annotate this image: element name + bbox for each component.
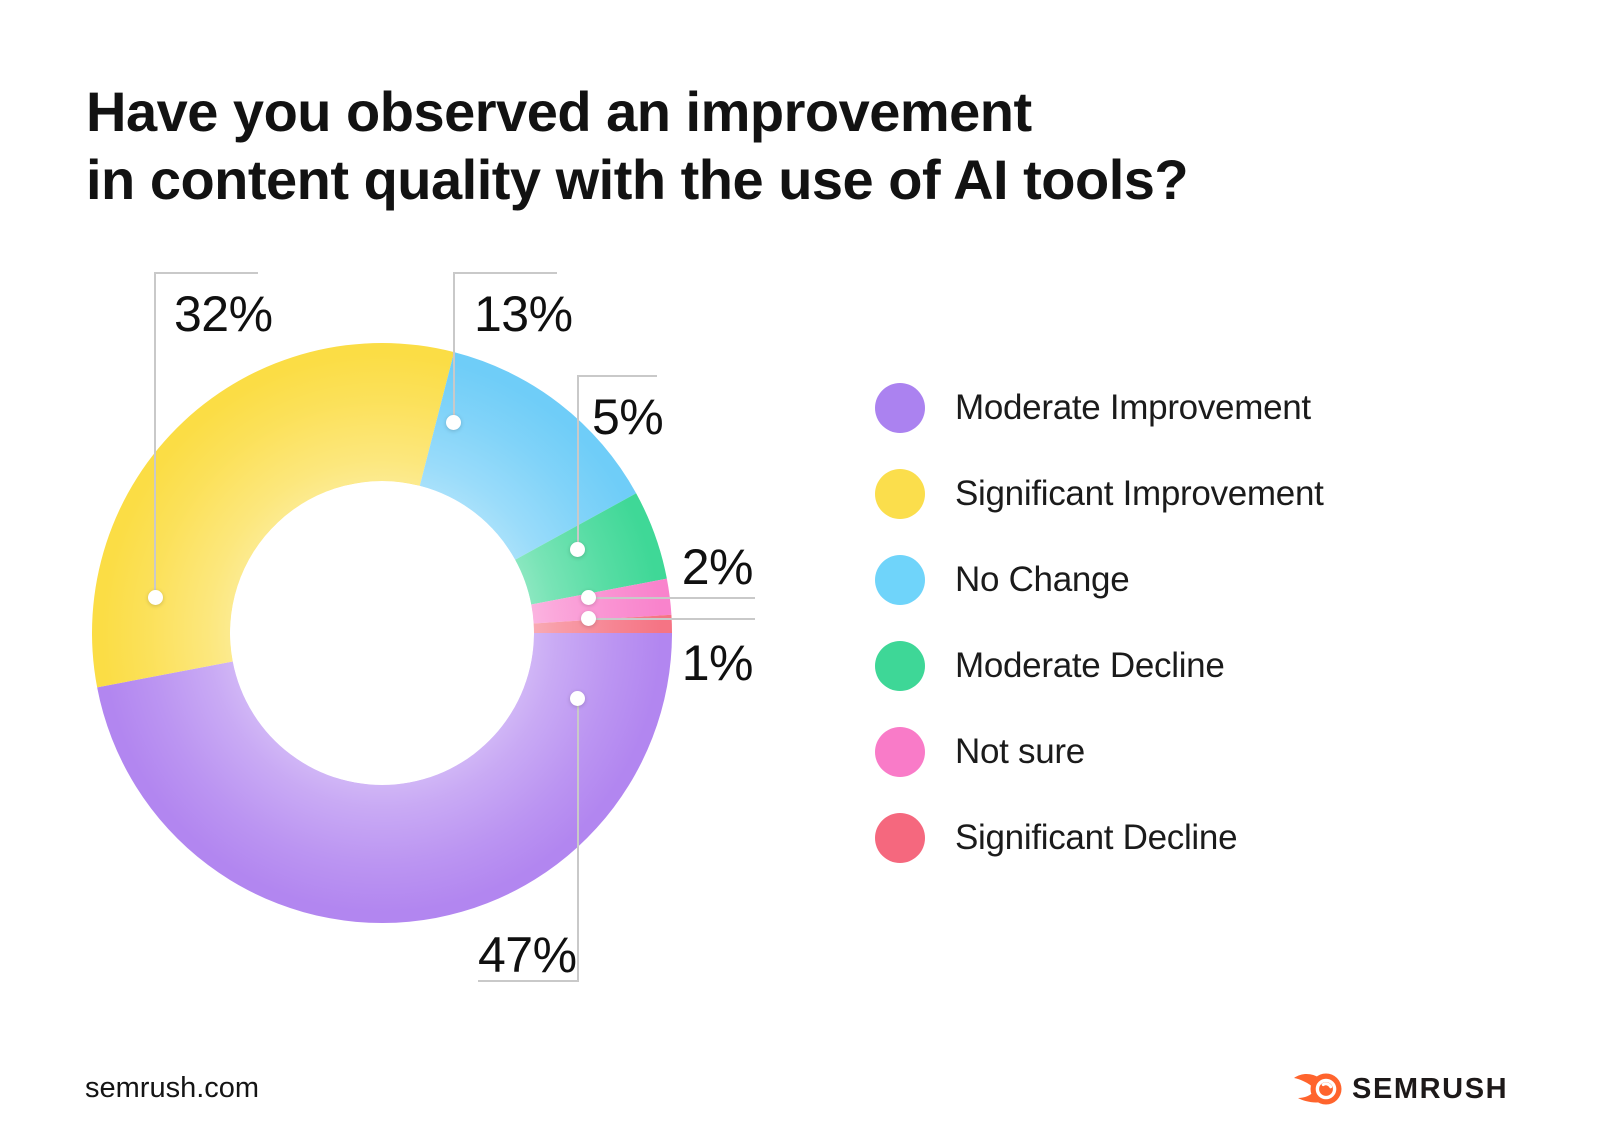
page-title: Have you observed an improvement in cont… — [86, 78, 1189, 214]
callout-line-47 — [577, 699, 579, 982]
legend-swatch-significant-decline — [875, 813, 925, 863]
legend-label: No Change — [955, 560, 1130, 599]
callout-line-13-cap — [453, 272, 557, 274]
pct-label-significant-improvement: 32% — [174, 286, 273, 342]
pct-label-moderate-decline: 5% — [592, 389, 664, 445]
callout-line-2 — [589, 597, 755, 599]
legend-swatch-not-sure — [875, 727, 925, 777]
legend-swatch-moderate-decline — [875, 641, 925, 691]
semrush-logo: SEMRUSH — [1292, 1070, 1508, 1108]
page-title-line2: in content quality with the use of AI to… — [86, 148, 1189, 211]
page-title-line1: Have you observed an improvement — [86, 80, 1032, 143]
callout-dot-1 — [581, 611, 596, 626]
callout-line-5-cap — [577, 375, 657, 377]
legend-item-moderate-improvement: Moderate Improvement — [875, 383, 1324, 433]
callout-line-5 — [577, 375, 579, 551]
legend-swatch-moderate-improvement — [875, 383, 925, 433]
legend-swatch-no-change — [875, 555, 925, 605]
legend-label: Significant Decline — [955, 818, 1238, 857]
legend-item-moderate-decline: Moderate Decline — [875, 641, 1324, 691]
semrush-flame-icon — [1294, 1073, 1342, 1105]
callout-line-47-cap — [478, 980, 579, 982]
legend-label: Moderate Improvement — [955, 388, 1311, 427]
legend-item-significant-decline: Significant Decline — [875, 813, 1324, 863]
chart-legend: Moderate Improvement Significant Improve… — [875, 383, 1324, 899]
callout-line-13 — [453, 272, 455, 424]
pct-label-not-sure: 2% — [681, 539, 754, 595]
callout-dot-32 — [148, 590, 163, 605]
legend-swatch-significant-improvement — [875, 469, 925, 519]
donut-chart — [91, 343, 672, 923]
callout-line-32-cap — [154, 272, 258, 274]
callout-dot-5 — [570, 542, 585, 557]
legend-item-not-sure: Not sure — [875, 727, 1324, 777]
donut-sheen-overlay — [92, 343, 672, 923]
callout-dot-13 — [446, 415, 461, 430]
callout-line-32 — [154, 272, 156, 598]
pct-label-moderate-improvement: 47% — [478, 927, 577, 983]
legend-label: Not sure — [955, 732, 1085, 771]
callout-line-1 — [589, 618, 755, 620]
pct-label-no-change: 13% — [474, 286, 573, 342]
callout-dot-47 — [570, 691, 585, 706]
footer-url: semrush.com — [85, 1072, 260, 1104]
semrush-wordmark: SEMRUSH — [1352, 1072, 1509, 1105]
callout-dot-2 — [581, 590, 596, 605]
legend-label: Significant Improvement — [955, 474, 1324, 513]
legend-item-significant-improvement: Significant Improvement — [875, 469, 1324, 519]
legend-item-no-change: No Change — [875, 555, 1324, 605]
pct-label-significant-decline: 1% — [681, 635, 754, 691]
legend-label: Moderate Decline — [955, 646, 1225, 685]
